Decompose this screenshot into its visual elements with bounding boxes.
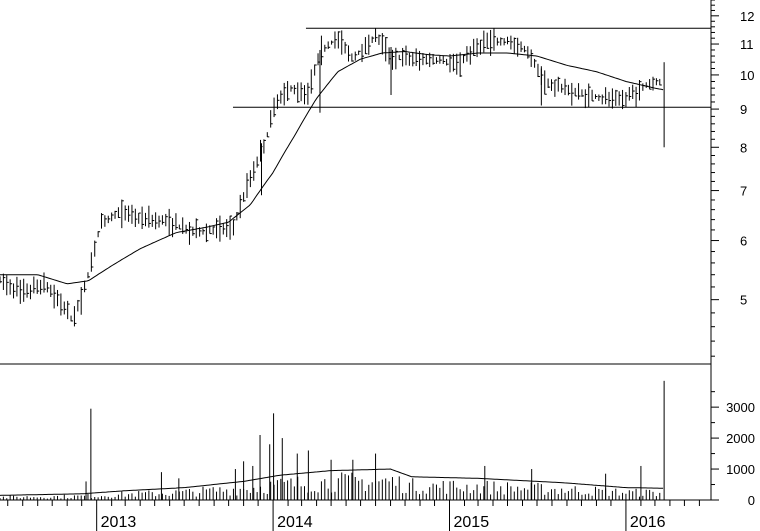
price-tick-label: 11	[740, 37, 754, 52]
time-axis-ticks: 2013 2014 2015 2016	[7, 500, 700, 531]
year-label: 2014	[277, 514, 313, 531]
price-moving-average	[0, 50, 664, 285]
time-axis: 2013 2014 2015 2016	[0, 499, 711, 531]
volume-moving-average	[0, 468, 664, 496]
price-tick-label: 10	[740, 68, 754, 83]
horizontal-lines	[232, 27, 711, 108]
volume-tick-label: 1000	[726, 462, 755, 477]
price-tick-label: 9	[740, 102, 747, 117]
price-tick-label: 12	[740, 9, 754, 24]
year-label: 2015	[454, 514, 490, 531]
price-tick-label: 6	[740, 234, 747, 249]
volume-panel: 0 1000 2000 3000	[0, 364, 755, 508]
volume-tick-label: 2000	[726, 431, 755, 446]
price-axis-ticks: 5 6 7 8 9 10 11 12	[711, 0, 754, 357]
volume-bars	[0, 380, 665, 500]
price-bars	[0, 28, 665, 327]
volume-tick-label: 3000	[726, 400, 755, 415]
volume-tick-label: 0	[748, 493, 755, 508]
year-label: 2016	[630, 514, 666, 531]
price-tick-label: 8	[740, 140, 747, 155]
price-panel: 5 6 7 8 9 10 11 12	[0, 0, 754, 364]
year-label: 2013	[101, 514, 137, 531]
price-tick-label: 5	[740, 293, 747, 308]
price-tick-label: 7	[740, 184, 747, 199]
volume-axis-ticks: 0 1000 2000 3000	[711, 391, 755, 508]
